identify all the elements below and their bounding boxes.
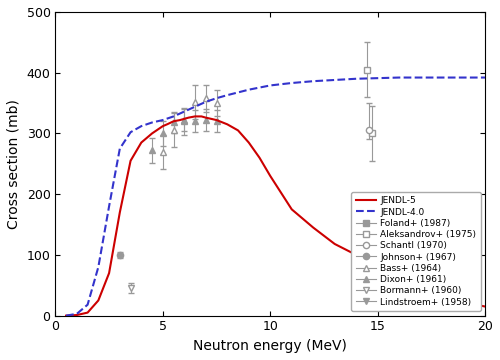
X-axis label: Neutron energy (MeV): Neutron energy (MeV) [194, 339, 347, 353]
Y-axis label: Cross section (mb): Cross section (mb) [7, 99, 21, 229]
Legend: JENDL-5, JENDL-4.0, Foland+ (1987), Aleksandrov+ (1975), Schantl (1970), Johnson: JENDL-5, JENDL-4.0, Foland+ (1987), Alek… [351, 192, 480, 311]
